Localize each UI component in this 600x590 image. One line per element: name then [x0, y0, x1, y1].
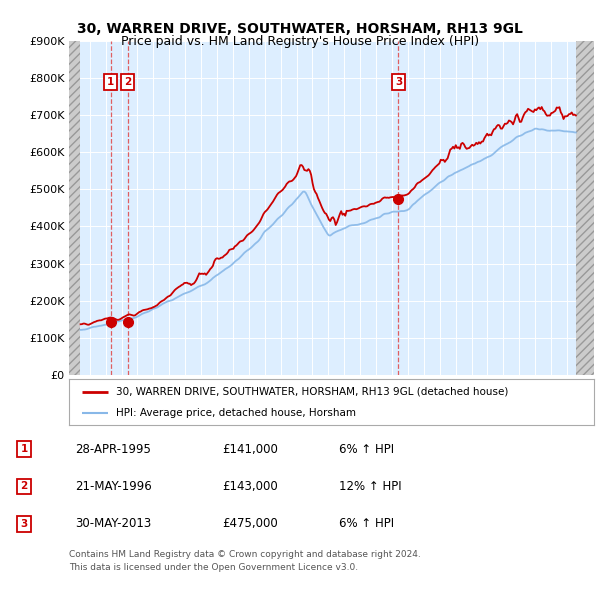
Text: 3: 3	[20, 519, 28, 529]
Text: £141,000: £141,000	[222, 442, 278, 456]
Text: 1: 1	[20, 444, 28, 454]
Text: 2: 2	[20, 481, 28, 491]
Text: 6% ↑ HPI: 6% ↑ HPI	[339, 442, 394, 456]
Text: 3: 3	[395, 77, 402, 87]
Text: 30, WARREN DRIVE, SOUTHWATER, HORSHAM, RH13 9GL (detached house): 30, WARREN DRIVE, SOUTHWATER, HORSHAM, R…	[116, 386, 509, 396]
Bar	[69, 41, 80, 375]
Text: 30, WARREN DRIVE, SOUTHWATER, HORSHAM, RH13 9GL: 30, WARREN DRIVE, SOUTHWATER, HORSHAM, R…	[77, 22, 523, 37]
Text: 2: 2	[124, 77, 131, 87]
Text: 6% ↑ HPI: 6% ↑ HPI	[339, 517, 394, 530]
Text: 28-APR-1995: 28-APR-1995	[75, 442, 151, 456]
Text: £475,000: £475,000	[222, 517, 278, 530]
Text: £143,000: £143,000	[222, 480, 278, 493]
Text: Price paid vs. HM Land Registry's House Price Index (HPI): Price paid vs. HM Land Registry's House …	[121, 35, 479, 48]
Text: This data is licensed under the Open Government Licence v3.0.: This data is licensed under the Open Gov…	[69, 563, 358, 572]
Text: Contains HM Land Registry data © Crown copyright and database right 2024.: Contains HM Land Registry data © Crown c…	[69, 550, 421, 559]
Text: 21-MAY-1996: 21-MAY-1996	[75, 480, 152, 493]
Bar	[576, 41, 594, 375]
Text: HPI: Average price, detached house, Horsham: HPI: Average price, detached house, Hors…	[116, 408, 356, 418]
Text: 1: 1	[107, 77, 115, 87]
Text: 12% ↑ HPI: 12% ↑ HPI	[339, 480, 401, 493]
Text: 30-MAY-2013: 30-MAY-2013	[75, 517, 151, 530]
